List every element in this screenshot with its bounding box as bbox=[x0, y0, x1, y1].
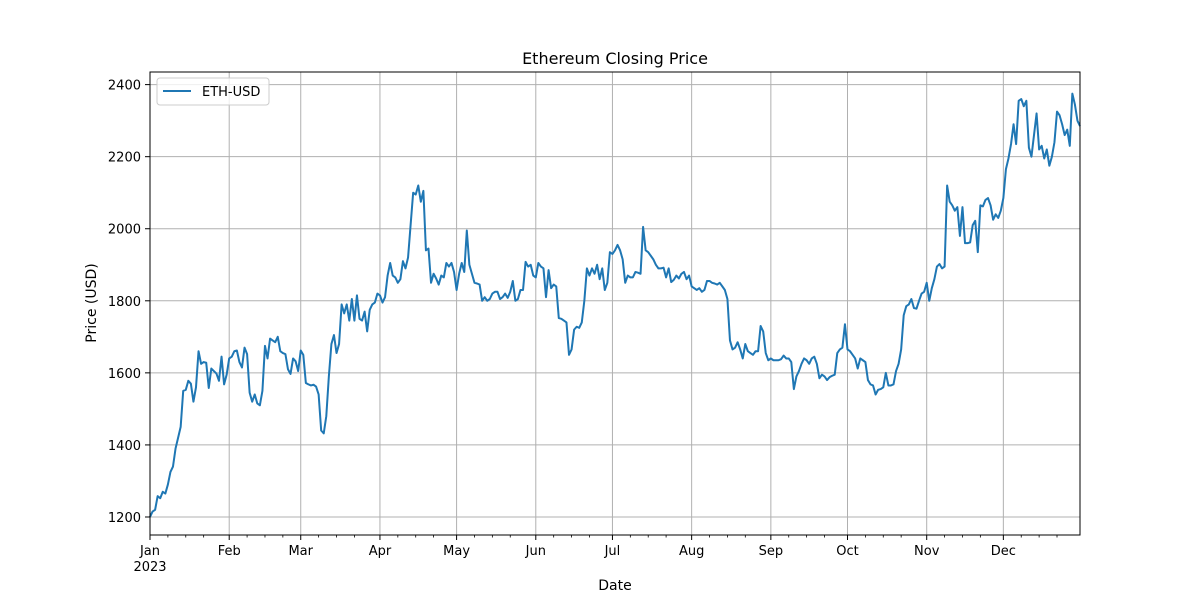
grid bbox=[149, 72, 1080, 535]
legend-box bbox=[156, 77, 270, 106]
x-axis: Jan Feb Mar Apr May Jun Jul Aug Sep Oct Nov Dec 2023 bbox=[133, 535, 1058, 575]
x-tick-label: May bbox=[443, 544, 470, 559]
x-year-label: 2023 bbox=[133, 560, 166, 575]
x-axis-label: Date bbox=[598, 578, 631, 594]
y-axis-label: Price (USD) bbox=[84, 263, 100, 342]
y-tick-label: 1800 bbox=[108, 295, 141, 310]
series-layer bbox=[149, 92, 1081, 518]
x-tick-label: Oct bbox=[836, 544, 858, 559]
y-tick-label: 1200 bbox=[108, 511, 141, 526]
y-tick-label: 2200 bbox=[108, 151, 141, 166]
x-tick-label: Aug bbox=[679, 544, 704, 559]
x-tick-label: Sep bbox=[759, 544, 784, 559]
y-tick-label: 1400 bbox=[108, 439, 141, 454]
y-tick-label: 2000 bbox=[108, 223, 141, 238]
y-tick-label: 2400 bbox=[108, 79, 141, 94]
series-line-eth-usd bbox=[149, 92, 1081, 518]
plot-frame bbox=[149, 71, 1081, 536]
x-tick-label: Nov bbox=[914, 544, 940, 559]
x-tick-label: Feb bbox=[218, 544, 241, 559]
x-tick-label: Jul bbox=[604, 544, 621, 559]
x-tick-label: Dec bbox=[991, 544, 1016, 559]
x-tick-label: Mar bbox=[288, 544, 313, 559]
x-tick-label: Apr bbox=[369, 544, 392, 559]
chart-title: Ethereum Closing Price bbox=[522, 49, 708, 68]
legend-label: ETH-USD bbox=[202, 85, 260, 100]
y-axis: 1200 1400 1600 1800 2000 2200 2400 bbox=[108, 79, 150, 526]
legend: ETH-USD bbox=[156, 77, 270, 106]
x-tick-label: Jan bbox=[139, 544, 160, 559]
y-tick-label: 1600 bbox=[108, 367, 141, 382]
x-tick-label: Jun bbox=[525, 544, 546, 559]
